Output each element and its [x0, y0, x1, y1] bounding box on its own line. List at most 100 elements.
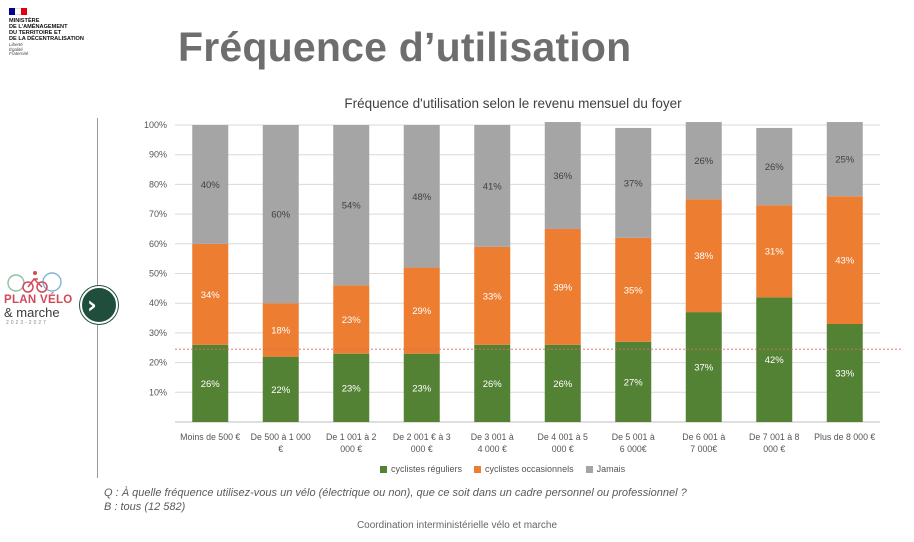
question-base: B : tous (12 582): [104, 501, 186, 513]
bar-segment: [826, 323, 863, 422]
data-label: 39%: [553, 282, 573, 293]
data-label: 37%: [624, 178, 644, 189]
y-tick-label: 20%: [149, 358, 167, 368]
x-tick-label: €: [278, 444, 283, 454]
y-tick-label: 60%: [149, 239, 167, 249]
x-tick-label: De 500 à 1 000: [251, 432, 311, 442]
bar-segment: [615, 237, 652, 342]
bar-segment: [685, 312, 722, 422]
data-label: 18%: [271, 325, 291, 336]
bar-segment: [685, 199, 722, 313]
bar-segment: [826, 122, 863, 197]
logo-line2: & marche: [4, 305, 60, 320]
y-tick-label: 50%: [149, 269, 167, 279]
data-label: 25%: [835, 155, 855, 166]
bar-segment: [474, 344, 511, 422]
data-label: 60%: [271, 210, 291, 221]
y-tick-label: 10%: [149, 387, 167, 397]
data-label: 36%: [553, 171, 573, 182]
bar-segment: [262, 356, 299, 422]
data-label: 27%: [624, 377, 644, 388]
data-label: 26%: [553, 379, 573, 390]
stacked-bar-chart: 10% 20% 30% 40% 50% 60% 70% 80% 90% 100% 26% 34% 40%…: [144, 120, 902, 454]
legend-item-occasional: cyclistes occasionnels: [474, 464, 574, 474]
next-slide-button[interactable]: ›: [80, 286, 118, 324]
legend-label-occasional: cyclistes occasionnels: [485, 464, 574, 474]
data-label: 26%: [765, 162, 785, 173]
bar-segment: [756, 205, 793, 298]
legend-label-regular: cyclistes réguliers: [391, 464, 463, 474]
data-label: 26%: [694, 156, 714, 167]
ministry-name: Ministère de l'aménagement du territoire…: [9, 18, 84, 42]
bar-segment: [403, 267, 440, 354]
data-label: 40%: [201, 180, 221, 191]
x-tick-label: De 6 001 à: [682, 432, 725, 442]
legend-swatch-occasional: [474, 465, 482, 473]
data-label: 48%: [412, 192, 432, 203]
legend-item-never: Jamais: [585, 464, 626, 474]
y-tick-label: 40%: [149, 298, 167, 308]
question-text: Q : À quelle fréquence utilisez-vous un …: [104, 487, 687, 499]
bar-segment: [192, 344, 229, 422]
bar-segment: [615, 127, 652, 238]
data-label: 33%: [835, 368, 855, 379]
bar-segment: [333, 125, 370, 286]
logo-rider-head: [33, 271, 37, 275]
flag-white-stripe: [15, 8, 21, 15]
data-label: 54%: [342, 201, 362, 212]
data-label: 26%: [201, 379, 221, 390]
data-label: 34%: [201, 290, 221, 301]
legend-label-never: Jamais: [596, 464, 626, 474]
data-label: 31%: [765, 247, 785, 258]
bar-segment: [544, 344, 581, 422]
x-tick-label: De 4 001 à 5: [538, 432, 588, 442]
bar-segment: [544, 122, 581, 229]
flag-red-stripe: [21, 8, 27, 15]
plan-velo-logo-icon: [7, 271, 62, 293]
data-label: 42%: [765, 355, 785, 366]
bar-segment: [685, 122, 722, 200]
bar-segment: [544, 228, 581, 345]
data-label: 35%: [624, 285, 644, 296]
x-tick-label: 000 €: [763, 444, 785, 454]
logo-line1: PLAN VÉLO: [4, 294, 73, 306]
data-label: 26%: [483, 379, 503, 390]
footer-text: Coordination interministérielle vélo et …: [356, 520, 558, 531]
french-flag-icon: [9, 8, 27, 15]
bar-segment: [192, 243, 229, 345]
data-label: 23%: [412, 383, 432, 394]
chart-legend: cyclistes réguliers cyclistes occasionne…: [380, 464, 625, 474]
bar-segment: [474, 125, 511, 247]
survey-question: Q : À quelle fréquence utilisez-vous un …: [104, 486, 687, 514]
bar-segment: [333, 353, 370, 422]
y-tick-label: 80%: [149, 179, 167, 189]
x-tick-label: De 3 001 à: [471, 432, 514, 442]
x-tick-label: 000 €: [552, 444, 574, 454]
legend-swatch-regular: [380, 465, 387, 473]
x-tick-label: 7 000€: [690, 444, 717, 454]
chevron-right-icon: ›: [87, 291, 97, 319]
bar-segment: [826, 196, 863, 324]
data-label: 43%: [835, 256, 855, 267]
bar-segment: [474, 246, 511, 345]
x-tick-label: 6 000€: [620, 444, 647, 454]
x-tick-label: De 2 001 € à 3: [393, 432, 451, 442]
flag-blue-stripe: [9, 8, 15, 15]
data-label: 22%: [271, 385, 291, 396]
data-label: 41%: [483, 181, 503, 192]
bar-segment: [333, 285, 370, 354]
x-tick-label: Plus de 8 000 €: [814, 432, 875, 442]
ministry-motto: Liberté Égalité Fraternité: [9, 42, 29, 56]
bar-segment: [403, 125, 440, 268]
data-label: 23%: [342, 383, 362, 394]
x-tick-label: De 7 001 à 8: [749, 432, 799, 442]
page-title: Fréquence d’utilisation: [178, 24, 632, 70]
x-tick-label: 000 €: [340, 444, 362, 454]
chart-title: Fréquence d'utilisation selon le revenu …: [344, 96, 682, 111]
bar-segment: [262, 303, 299, 357]
bar-segment: [615, 341, 652, 422]
data-label: 38%: [694, 251, 714, 262]
data-label: 37%: [694, 363, 714, 374]
y-tick-label: 100%: [144, 120, 167, 130]
data-label: 29%: [412, 306, 432, 317]
